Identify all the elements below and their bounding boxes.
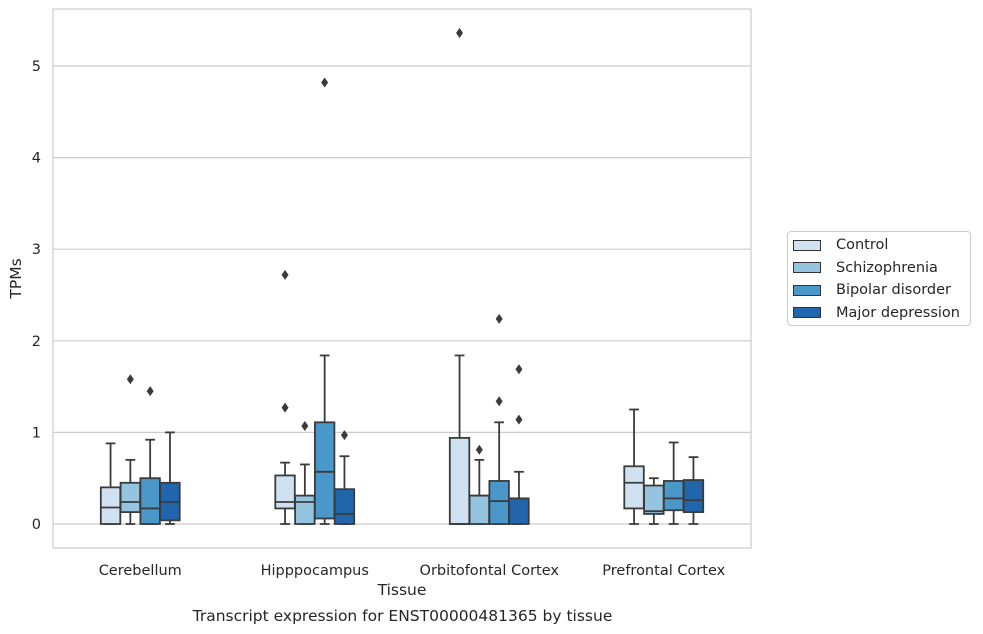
outlier-point — [495, 396, 503, 407]
box-major-depression — [508, 497, 530, 525]
x-tick-label: Hipppocampus — [261, 563, 369, 579]
legend-item: Bipolar disorder — [793, 280, 951, 300]
legend-item: Major depression — [793, 303, 960, 323]
chart-caption: Transcript expression for ENST0000048136… — [192, 607, 613, 625]
outlier-point — [515, 414, 523, 425]
legend-label: Bipolar disorder — [836, 282, 951, 298]
y-tick-label: 0 — [32, 517, 41, 533]
x-tick-label: Cerebellum — [99, 563, 182, 579]
x-tick-label: Prefrontal Cortex — [602, 563, 725, 579]
box-control — [274, 474, 296, 510]
outlier-point — [515, 364, 523, 375]
legend-swatch — [793, 307, 821, 318]
legend-swatch — [793, 284, 821, 296]
legend-item: Schizophrenia — [793, 258, 938, 278]
box-control — [448, 436, 471, 525]
y-tick-label: 1 — [32, 425, 41, 441]
x-ticks: Cerebellum Hipppocampus Orbitofontal Corte… — [99, 563, 726, 579]
outlier-point — [281, 402, 289, 413]
box-bipolar-disorder — [488, 480, 510, 525]
outlier-point — [146, 386, 154, 397]
legend-swatch — [793, 262, 821, 273]
box-schizophrenia — [643, 484, 665, 515]
y-tick-label: 2 — [32, 334, 41, 350]
outlier-point — [126, 374, 134, 385]
box-major-depression — [333, 488, 356, 525]
box-bipolar-disorder — [139, 477, 161, 525]
gridlines — [53, 65, 751, 525]
y-ticks: 0 1 2 3 4 5 — [32, 59, 41, 533]
legend-item: Control — [793, 235, 888, 255]
legend-swatch — [793, 239, 821, 251]
y-axis-label: TPMs — [7, 258, 25, 299]
box-major-depression — [682, 479, 705, 513]
box-schizophrenia — [119, 481, 141, 513]
y-tick-label: 3 — [32, 242, 41, 258]
outlier-point — [281, 269, 289, 280]
plot-frame — [52, 8, 752, 549]
outlier-point — [475, 444, 483, 455]
y-tick-label: 5 — [32, 59, 41, 75]
box-control — [99, 486, 122, 525]
x-axis-label: Tissue — [377, 581, 427, 599]
box-bipolar-disorder — [313, 421, 336, 520]
box-schizophrenia — [468, 494, 491, 525]
box-control — [623, 465, 645, 510]
legend: Control Schizophrenia Bipolar disorder Majo… — [787, 231, 971, 326]
legend-label: Major depression — [836, 304, 960, 321]
legend-label: Schizophrenia — [836, 259, 938, 276]
outlier-point — [321, 77, 329, 88]
outlier-point — [456, 28, 464, 39]
legend-label: Control — [836, 237, 889, 253]
outlier-point — [301, 420, 309, 431]
box-schizophrenia — [294, 494, 316, 525]
box-bipolar-disorder — [663, 480, 685, 512]
y-tick-label: 4 — [32, 151, 41, 167]
outlier-point — [495, 313, 503, 324]
x-tick-label: Orbitofontal Cortex — [420, 563, 560, 579]
boxes — [99, 28, 705, 525]
outlier-point — [340, 430, 348, 441]
